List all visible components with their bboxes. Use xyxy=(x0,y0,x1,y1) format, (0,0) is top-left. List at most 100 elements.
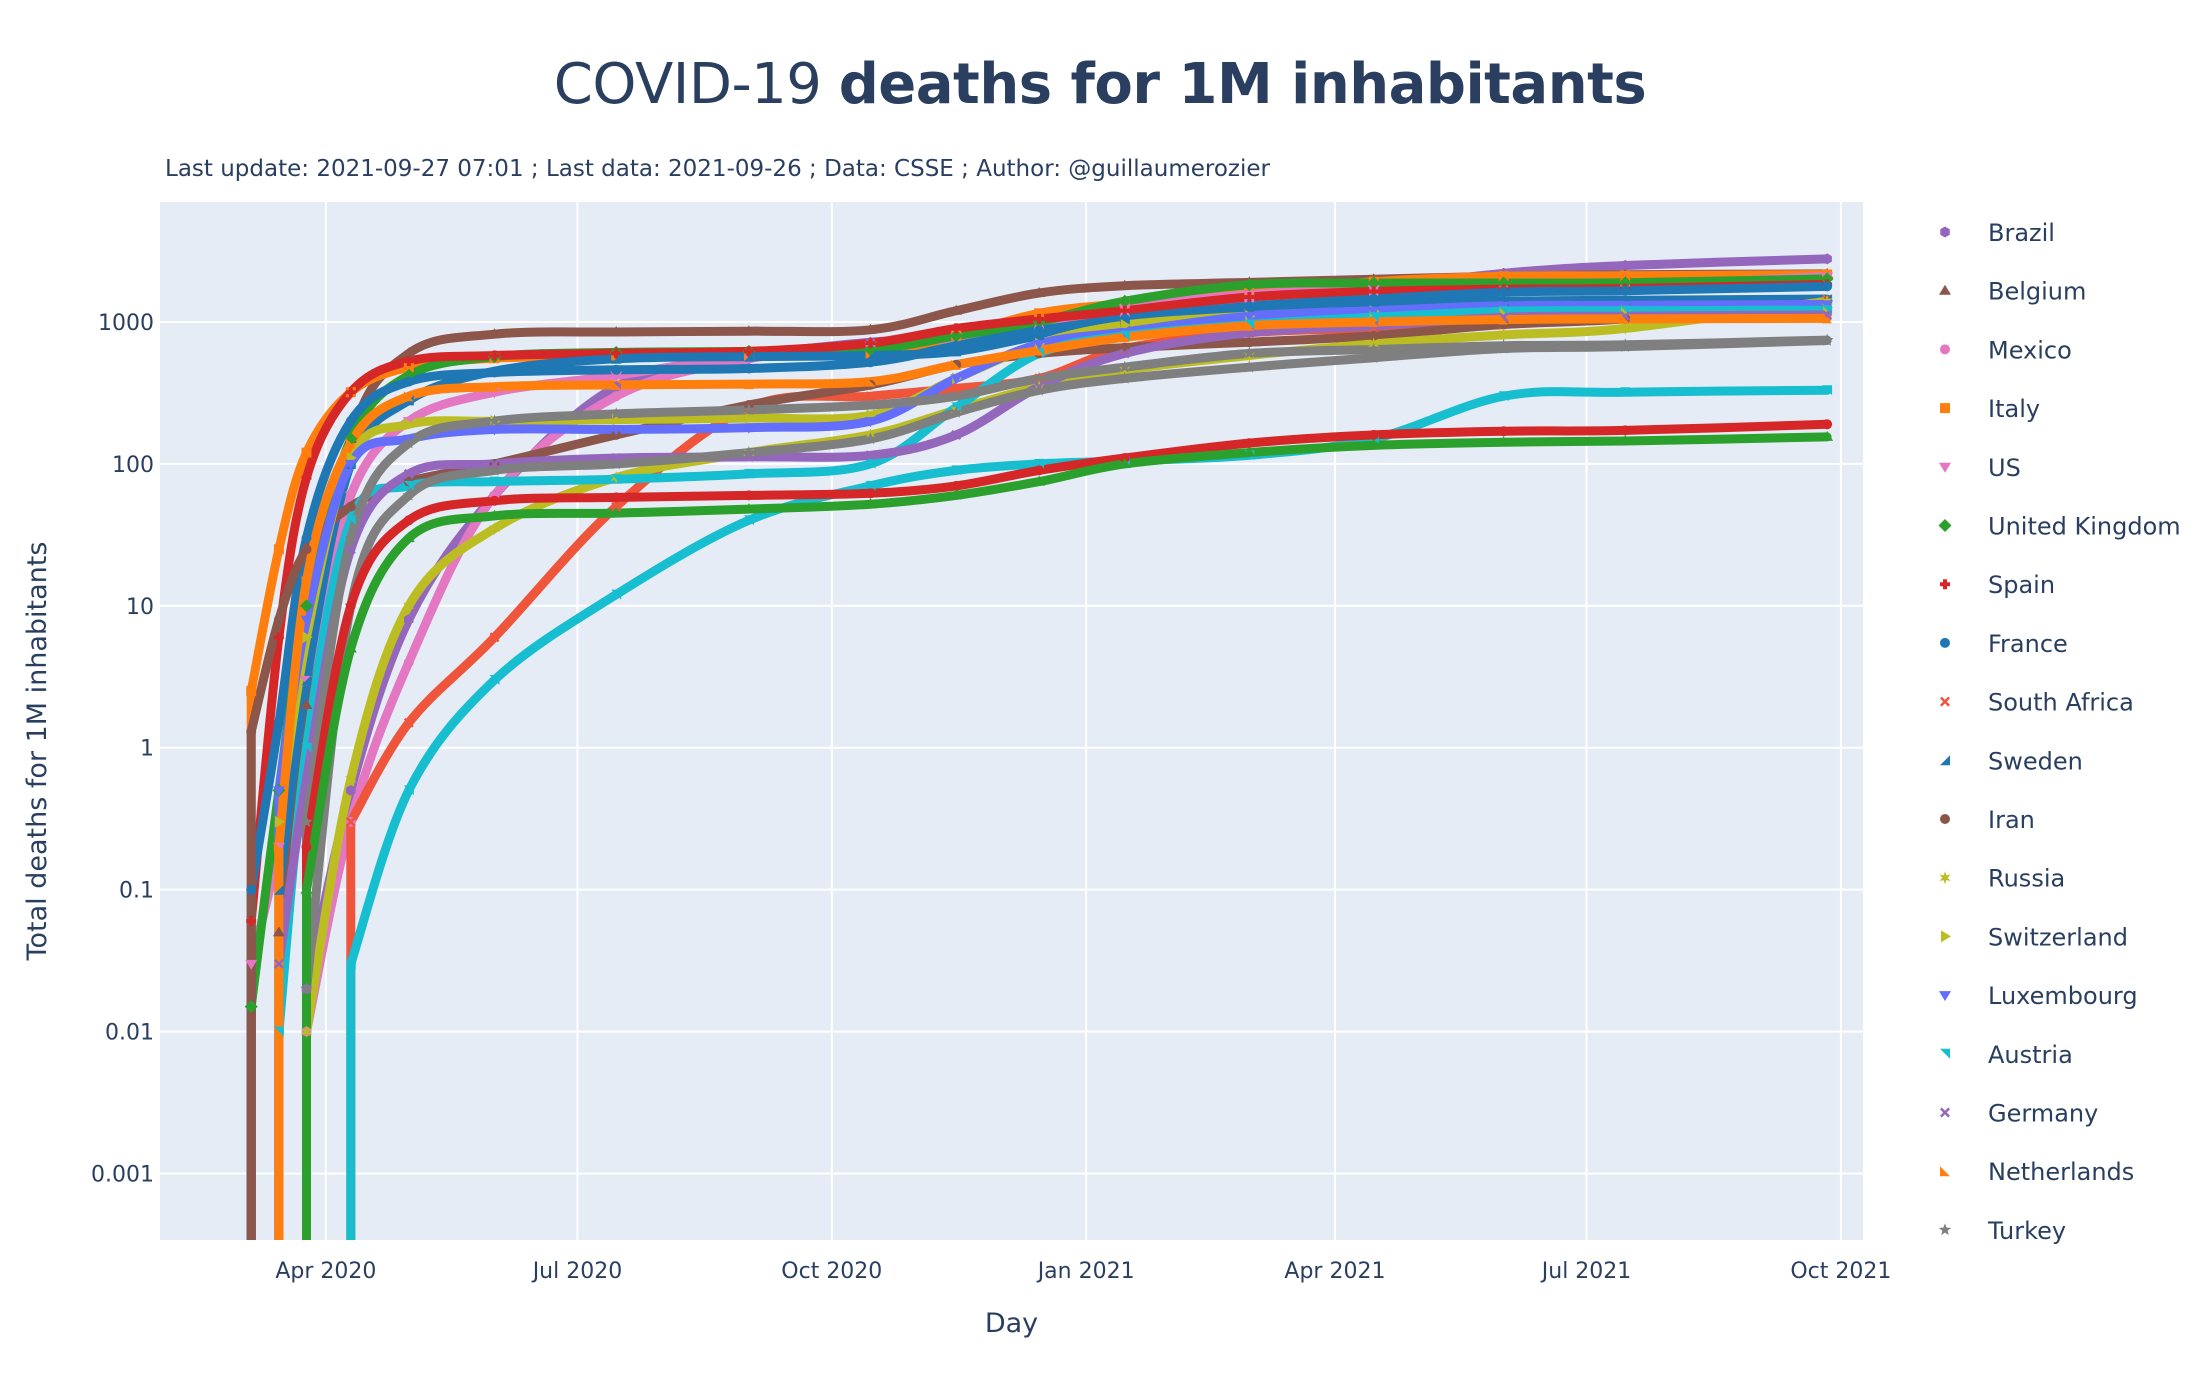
data-point-sweden[interactable] xyxy=(865,350,876,361)
data-point-switzerland[interactable] xyxy=(744,412,755,425)
data-point-unlabeled-20[interactable] xyxy=(1368,429,1379,440)
data-point-netherlands[interactable] xyxy=(345,438,356,449)
data-point-switzerland[interactable] xyxy=(302,631,313,644)
data-point-germany[interactable] xyxy=(345,544,356,555)
data-point-unlabeled-19[interactable] xyxy=(1498,391,1509,402)
data-point-unlabeled-19[interactable] xyxy=(403,785,414,796)
data-point-russia[interactable] xyxy=(403,599,415,613)
data-point-spain[interactable] xyxy=(301,472,312,483)
data-point-netherlands[interactable] xyxy=(1498,314,1509,325)
data-point-belgium[interactable] xyxy=(864,323,877,334)
data-point-spain[interactable] xyxy=(345,387,356,398)
data-point-italy[interactable] xyxy=(1498,271,1509,282)
data-point-italy[interactable] xyxy=(403,362,414,373)
data-point-austria[interactable] xyxy=(301,742,312,753)
data-point-luxembourg[interactable] xyxy=(1243,312,1256,323)
data-point-france[interactable] xyxy=(301,533,312,544)
data-point-iran[interactable] xyxy=(345,501,356,512)
data-point-italy[interactable] xyxy=(1034,308,1045,319)
data-point-italy[interactable] xyxy=(301,447,312,458)
data-point-switzerland[interactable] xyxy=(274,815,285,828)
data-point-netherlands[interactable] xyxy=(743,379,754,390)
data-point-belgium[interactable] xyxy=(488,328,501,339)
data-point-unlabeled-21[interactable] xyxy=(1033,475,1046,486)
data-point-unlabeled-21[interactable] xyxy=(1243,446,1256,457)
data-point-spain[interactable] xyxy=(403,356,414,367)
data-point-us[interactable] xyxy=(245,959,258,970)
data-point-france[interactable] xyxy=(951,340,962,351)
data-point-sweden[interactable] xyxy=(489,366,500,377)
data-point-south-africa[interactable] xyxy=(403,717,414,728)
data-point-unlabeled-20[interactable] xyxy=(1244,438,1255,449)
data-point-austria[interactable] xyxy=(1368,312,1379,323)
data-point-france[interactable] xyxy=(1620,285,1631,296)
data-point-unlabeled-18[interactable] xyxy=(610,457,623,470)
data-point-france[interactable] xyxy=(345,416,356,427)
data-point-unlabeled-18[interactable] xyxy=(1032,383,1046,396)
data-point-united-kingdom[interactable] xyxy=(1618,276,1632,290)
data-point-belgium[interactable] xyxy=(610,326,623,336)
data-point-austria[interactable] xyxy=(1244,319,1255,330)
data-point-france[interactable] xyxy=(1498,287,1509,298)
data-point-germany[interactable] xyxy=(865,450,876,461)
data-point-spain[interactable] xyxy=(1034,313,1045,324)
data-point-luxembourg[interactable] xyxy=(300,615,313,626)
data-point-netherlands[interactable] xyxy=(403,391,414,402)
data-point-luxembourg[interactable] xyxy=(950,374,963,385)
data-point-unlabeled-18[interactable] xyxy=(1243,360,1256,373)
data-point-unlabeled-21[interactable] xyxy=(950,489,963,500)
data-point-germany[interactable] xyxy=(301,774,312,785)
data-point-unlabeled-19[interactable] xyxy=(611,589,622,600)
data-point-turkey[interactable] xyxy=(1367,343,1380,355)
data-point-turkey[interactable] xyxy=(742,403,756,416)
legend-item-italy[interactable]: Italy xyxy=(1940,395,2040,423)
legend-item-switzerland[interactable]: Switzerland xyxy=(1941,923,2128,951)
data-point-sweden[interactable] xyxy=(611,353,622,364)
data-point-unlabeled-20[interactable] xyxy=(1034,465,1045,476)
data-point-netherlands[interactable] xyxy=(301,575,312,586)
data-point-unlabeled-20[interactable] xyxy=(1620,425,1631,436)
data-point-turkey[interactable] xyxy=(300,815,313,828)
data-point-luxembourg[interactable] xyxy=(488,425,501,436)
legend-item-mexico[interactable]: Mexico xyxy=(1940,336,2072,364)
data-point-sweden[interactable] xyxy=(1034,330,1045,341)
data-point-luxembourg[interactable] xyxy=(610,425,623,436)
data-point-unlabeled-18[interactable] xyxy=(300,982,313,995)
data-point-unlabeled-18[interactable] xyxy=(402,488,415,501)
data-point-united-kingdom[interactable] xyxy=(300,599,313,613)
data-point-spain[interactable] xyxy=(743,346,754,357)
data-point-luxembourg[interactable] xyxy=(344,459,357,470)
data-point-south-africa[interactable] xyxy=(865,391,876,402)
data-point-unlabeled-18[interactable] xyxy=(488,463,501,476)
data-point-brazil[interactable] xyxy=(1620,260,1630,271)
data-point-unlabeled-18[interactable] xyxy=(1118,371,1131,384)
data-point-italy[interactable] xyxy=(273,544,284,555)
data-point-spain[interactable] xyxy=(611,348,622,359)
data-point-brazil[interactable] xyxy=(404,614,414,626)
data-point-belgium[interactable] xyxy=(950,304,963,315)
data-point-spain[interactable] xyxy=(1244,292,1255,302)
data-point-unlabeled-19[interactable] xyxy=(489,675,500,685)
data-point-united-kingdom[interactable] xyxy=(1820,272,1834,286)
data-point-united-kingdom[interactable] xyxy=(1242,278,1256,292)
data-point-unlabeled-20[interactable] xyxy=(865,488,876,499)
data-point-russia[interactable] xyxy=(1497,328,1510,342)
data-point-spain[interactable] xyxy=(273,632,284,643)
data-point-unlabeled-21[interactable] xyxy=(1497,436,1510,447)
data-point-unlabeled-18[interactable] xyxy=(1820,334,1834,346)
data-point-belgium[interactable] xyxy=(272,926,285,937)
data-point-netherlands[interactable] xyxy=(1368,316,1379,327)
data-point-unlabeled-21[interactable] xyxy=(1619,435,1632,445)
data-point-unlabeled-20[interactable] xyxy=(1498,426,1509,437)
data-point-turkey[interactable] xyxy=(1243,346,1256,359)
legend-item-united-kingdom[interactable]: United Kingdom xyxy=(1938,513,2181,541)
data-point-unlabeled-21[interactable] xyxy=(344,642,357,653)
data-point-spain[interactable] xyxy=(246,916,257,927)
legend-item-luxembourg[interactable]: Luxembourg xyxy=(1939,982,2138,1010)
data-point-italy[interactable] xyxy=(246,686,257,697)
data-point-russia[interactable] xyxy=(345,772,357,786)
data-point-unlabeled-18[interactable] xyxy=(1497,342,1510,354)
data-point-south-africa[interactable] xyxy=(951,383,962,394)
data-point-spain[interactable] xyxy=(951,323,962,334)
data-point-unlabeled-20[interactable] xyxy=(345,600,356,611)
